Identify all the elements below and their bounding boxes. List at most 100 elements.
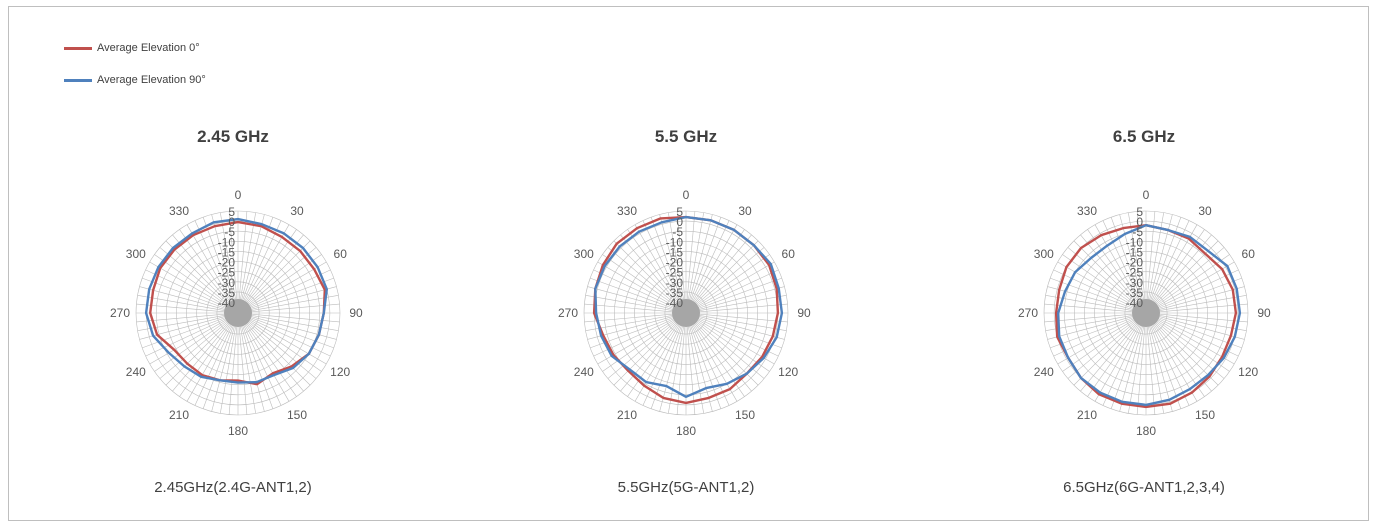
- legend-label: Average Elevation 0°: [97, 42, 200, 55]
- angle-tick-label: 120: [1238, 365, 1258, 379]
- grid-spoke: [642, 322, 682, 406]
- grid-spoke: [613, 240, 679, 306]
- grid-spoke: [248, 315, 337, 340]
- grid-spoke: [149, 261, 229, 308]
- grid-spoke: [597, 261, 677, 308]
- radial-tick-label: -30: [666, 276, 684, 290]
- grid-spoke: [172, 321, 232, 392]
- grid-spoke: [1136, 323, 1146, 415]
- grid-spoke: [194, 322, 234, 406]
- radial-tick-label: -15: [1126, 245, 1144, 259]
- grid-spoke: [627, 321, 680, 397]
- grid-spoke: [696, 313, 788, 323]
- grid-ring: [664, 291, 708, 335]
- grid-spoke: [219, 323, 237, 414]
- grid-spoke: [1147, 323, 1165, 414]
- angle-tick-label: 330: [169, 204, 189, 218]
- grid-spoke: [1110, 323, 1143, 409]
- grid-spoke: [228, 323, 238, 415]
- grid-spoke: [584, 313, 676, 323]
- radial-tick-label: -30: [218, 276, 236, 290]
- grid-spoke: [137, 314, 228, 332]
- angle-tick-label: 0: [1143, 188, 1150, 202]
- radial-tick-label: 0: [1136, 215, 1143, 229]
- angle-tick-label: 120: [778, 365, 798, 379]
- grid-spoke: [165, 320, 231, 386]
- grid-spoke: [211, 214, 236, 303]
- chart-caption-5g: 5.5GHz(5G-ANT1,2): [617, 479, 755, 496]
- grid-spoke: [691, 224, 738, 304]
- grid-spoke: [1067, 247, 1138, 307]
- chart-caption-6g: 6.5GHz(6G-ANT1,2,3,4): [1063, 479, 1225, 496]
- grid-ring: [206, 281, 270, 345]
- radial-tick-label: 0: [228, 215, 235, 229]
- angle-tick-label: 270: [110, 306, 130, 320]
- grid-spoke: [186, 322, 233, 402]
- grid-spoke: [238, 211, 248, 303]
- grid-spoke: [1156, 303, 1248, 313]
- grid-spoke: [696, 316, 782, 349]
- grid-spoke: [634, 224, 681, 304]
- series-line-elevation-0: [1054, 223, 1238, 409]
- radial-tick-label: 5: [228, 205, 235, 219]
- grid-ring: [1074, 241, 1218, 385]
- radial-tick-label: -5: [1132, 225, 1143, 239]
- grid-spoke: [154, 254, 230, 307]
- angle-tick-label: 180: [676, 424, 696, 438]
- radial-tick-label: -40: [218, 296, 236, 310]
- grid-spoke: [1053, 317, 1137, 357]
- grid-spoke: [1073, 240, 1139, 306]
- grid-spoke: [693, 320, 759, 386]
- grid-ring: [654, 281, 718, 345]
- polar-center: [1132, 299, 1160, 327]
- grid-spoke: [1045, 314, 1136, 332]
- grid-spoke: [1050, 277, 1136, 310]
- grid-spoke: [676, 323, 686, 415]
- grid-spoke: [1146, 323, 1156, 415]
- grid-spoke: [246, 319, 322, 372]
- grid-spoke: [690, 220, 730, 304]
- grid-spoke: [694, 254, 770, 307]
- grid-spoke: [602, 319, 678, 372]
- grid-spoke: [1057, 318, 1137, 365]
- grid-spoke: [695, 269, 779, 309]
- radial-tick-label: -20: [1126, 256, 1144, 270]
- grid-spoke: [613, 320, 679, 386]
- grid-spoke: [248, 303, 340, 313]
- radial-tick-label: -25: [218, 266, 236, 280]
- polar-chart-2g: 50-5-10-15-20-25-30-35-40030609012015018…: [110, 188, 363, 438]
- grid-spoke: [585, 294, 676, 312]
- polar-grid: [1043, 210, 1249, 416]
- polar-center: [224, 299, 252, 327]
- angle-tick-label: 150: [1195, 408, 1215, 422]
- radial-tick-label: -10: [1126, 235, 1144, 249]
- grid-spoke: [667, 212, 685, 303]
- legend-label: Average Elevation 90°: [97, 74, 206, 87]
- angle-tick-label: 240: [126, 365, 146, 379]
- grid-ring: [1104, 271, 1188, 355]
- radial-tick-label: -25: [666, 266, 684, 280]
- grid-ring: [624, 251, 748, 375]
- polar-grid: [583, 210, 789, 416]
- grid-spoke: [244, 321, 297, 397]
- grid-spoke: [587, 286, 676, 311]
- radial-tick-label: -35: [666, 286, 684, 300]
- grid-spoke: [239, 323, 257, 414]
- grid-spoke: [241, 323, 274, 409]
- polar-grid: [135, 210, 341, 416]
- grid-spoke: [1149, 323, 1182, 409]
- angle-tick-label: 30: [290, 204, 304, 218]
- grid-spoke: [245, 320, 311, 386]
- grid-spoke: [248, 313, 340, 323]
- grid-spoke: [1094, 322, 1141, 402]
- grid-spoke: [607, 319, 678, 379]
- legend-swatch-red: [64, 46, 92, 50]
- grid-spoke: [154, 319, 230, 372]
- grid-spoke: [242, 322, 282, 406]
- angle-tick-label: 90: [797, 306, 811, 320]
- angle-tick-label: 240: [574, 365, 594, 379]
- grid-spoke: [650, 217, 683, 303]
- grid-ring: [1084, 251, 1208, 375]
- grid-ring: [155, 230, 321, 396]
- grid-ring: [1043, 210, 1249, 416]
